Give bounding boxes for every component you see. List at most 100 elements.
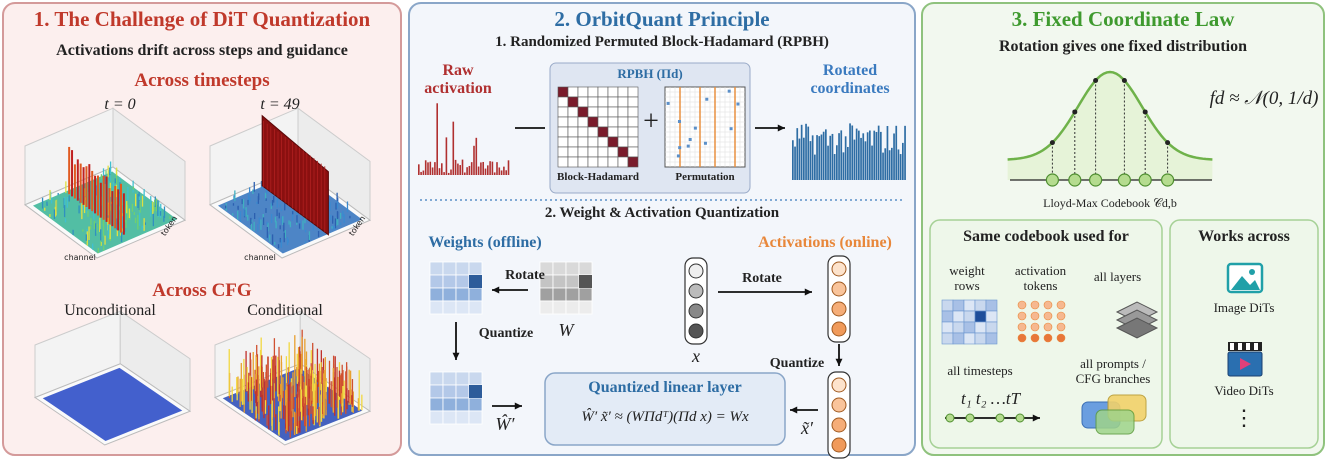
hadamard-cell	[578, 97, 588, 107]
weight-cell	[942, 322, 953, 333]
rotated-bar	[873, 131, 875, 180]
weight-cell	[964, 322, 975, 333]
item-label: weight rows	[937, 264, 997, 293]
raw-bar	[508, 160, 510, 175]
weight-cell	[942, 311, 953, 322]
raw-bar	[480, 162, 482, 175]
matrix-cell	[553, 301, 566, 314]
hadamard-cell	[598, 107, 608, 117]
layer-title: Quantized linear layer	[545, 379, 785, 397]
hadamard-cell	[588, 117, 598, 127]
hadamard-cell	[588, 107, 598, 117]
raw-bar	[420, 172, 422, 175]
hadamard-cell	[618, 137, 628, 147]
hadamard-cell	[588, 127, 598, 137]
weight-cell	[975, 311, 986, 322]
matrix-cell	[456, 275, 469, 288]
hadamard-cell	[568, 127, 578, 137]
ellipsis: ⋮	[1170, 406, 1318, 431]
matrix-cell	[540, 288, 553, 301]
section-heading: Across timesteps	[3, 70, 401, 91]
weight-cell	[964, 311, 975, 322]
matrix-cell	[443, 372, 456, 385]
perm-dot	[689, 138, 692, 141]
token-dot	[1044, 323, 1052, 331]
codebook-level	[1139, 174, 1151, 186]
vector-entry	[832, 398, 846, 412]
raw-bar	[496, 162, 498, 175]
rotated-bar	[812, 135, 814, 180]
hadamard-cell	[568, 107, 578, 117]
hadamard-cell	[618, 157, 628, 167]
raw-bar	[462, 160, 464, 175]
matrix-cell	[456, 411, 469, 424]
token-dot	[1031, 334, 1039, 342]
timeline-label: t₁ t₂ …tT	[938, 389, 1043, 408]
video-icon	[1254, 343, 1258, 350]
raw-bar	[450, 170, 452, 175]
weight-cell	[953, 300, 964, 311]
matrix-cell	[430, 301, 443, 314]
rotated-bar	[851, 125, 853, 180]
rotated-bar	[807, 127, 809, 180]
raw-bar	[464, 172, 466, 175]
perm-dot	[667, 102, 670, 105]
matrix-cell	[443, 275, 456, 288]
item-label: all layers	[1080, 270, 1155, 285]
vector-entry	[832, 378, 846, 392]
rotated-bar	[854, 140, 856, 180]
perm-dot	[687, 145, 690, 148]
matrix-cell	[430, 288, 443, 301]
hadamard-cell	[578, 137, 588, 147]
matrix-cell	[579, 301, 592, 314]
hadamard-cell	[618, 127, 628, 137]
timeline-dot	[1016, 414, 1024, 422]
matrix-cell	[469, 275, 482, 288]
hadamard-cell	[618, 117, 628, 127]
matrix-cell	[579, 275, 592, 288]
hadamard-cell	[558, 137, 568, 147]
curve-dot	[1072, 109, 1077, 114]
matrix-cell	[456, 372, 469, 385]
perm-dot	[728, 90, 731, 93]
raw-bar	[478, 167, 480, 175]
perm-dot	[694, 127, 697, 130]
weight-cell	[942, 333, 953, 344]
perm-dot	[677, 154, 680, 157]
matrix-cell	[553, 288, 566, 301]
timeline-dot	[966, 414, 974, 422]
item-label: activation tokens	[1003, 264, 1078, 293]
timeline-dot	[996, 414, 1004, 422]
hadamard-cell	[568, 157, 578, 167]
item-label: Image DiTs	[1170, 301, 1318, 316]
raw-bar	[501, 170, 503, 175]
matrix-cell	[469, 411, 482, 424]
rotated-bar	[792, 140, 794, 180]
hadamard-cell	[598, 137, 608, 147]
hadamard-cell	[588, 137, 598, 147]
hadamard-cell	[558, 97, 568, 107]
rotated-bar	[900, 154, 902, 180]
rotated-bar	[836, 145, 838, 180]
token-dot	[1018, 301, 1026, 309]
matrix-cell	[469, 288, 482, 301]
raw-bar	[425, 160, 427, 175]
hadamard-cell	[568, 137, 578, 147]
vector-entry	[832, 418, 846, 432]
hadamard-cell	[608, 147, 618, 157]
rotated-bar	[829, 136, 831, 180]
input-label: Raw activation	[418, 62, 498, 98]
matrix-cell	[430, 262, 443, 275]
matrix-cell	[469, 398, 482, 411]
token-dot	[1057, 323, 1065, 331]
hadamard-cell	[568, 147, 578, 157]
matrix-cell	[566, 275, 579, 288]
rotated-bar	[849, 123, 851, 180]
perm-dot	[704, 142, 707, 145]
rotated-bar	[803, 138, 805, 180]
perm-dot	[678, 146, 681, 149]
raw-bar	[489, 161, 491, 175]
hadamard-cell	[588, 97, 598, 107]
raw-bar	[459, 165, 461, 175]
token-dot	[1018, 334, 1026, 342]
